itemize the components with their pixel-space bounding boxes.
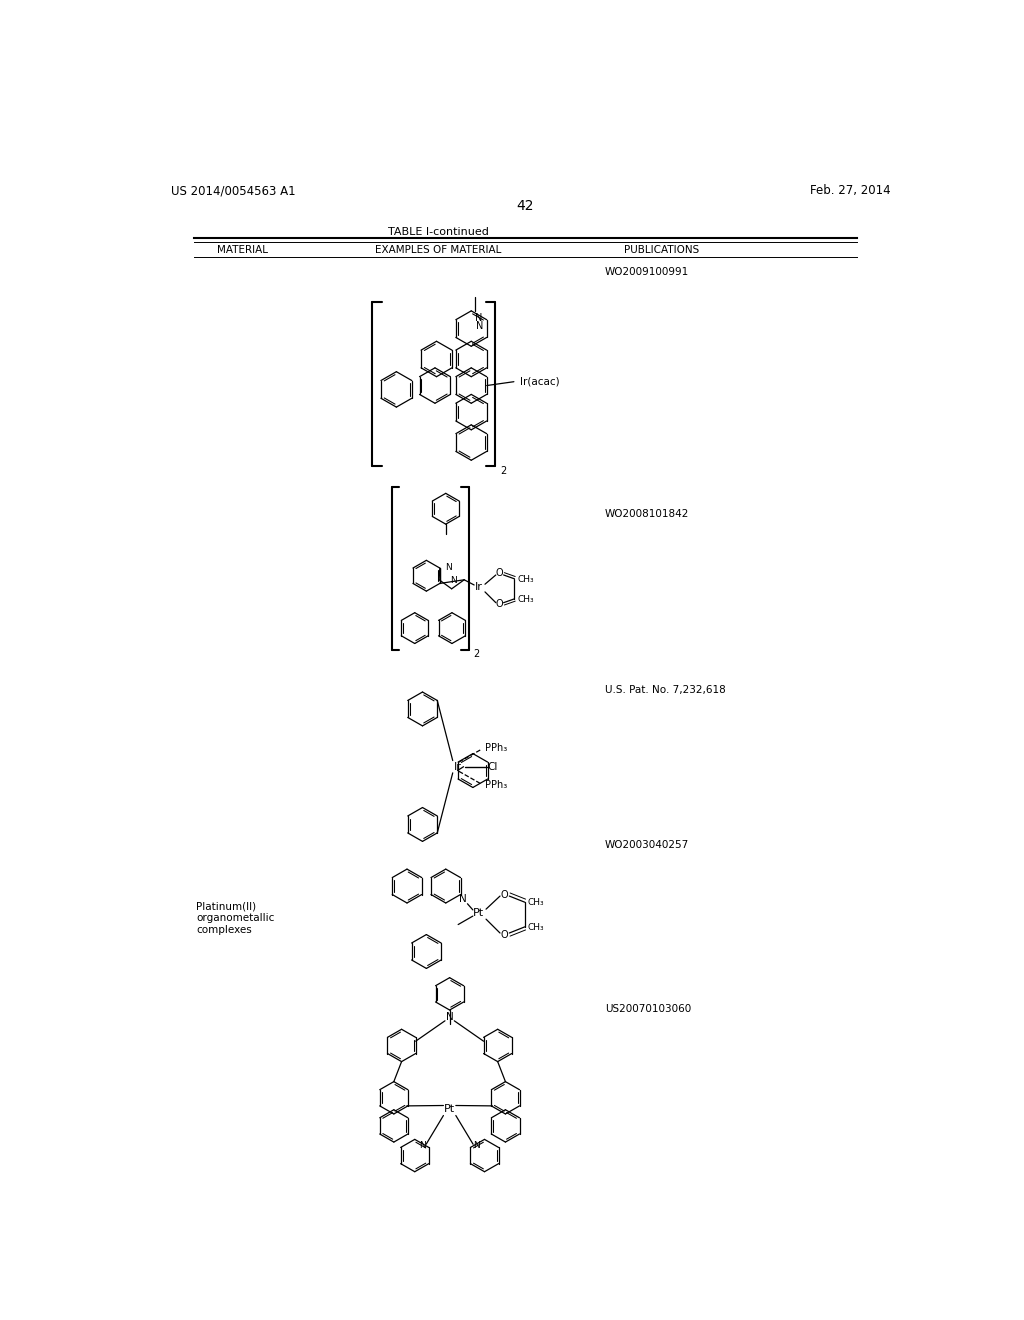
Text: O: O [501,890,509,899]
Text: TABLE I-continued: TABLE I-continued [387,227,488,236]
Text: PPh₃: PPh₃ [485,743,508,754]
Text: US20070103060: US20070103060 [604,1005,691,1014]
Text: Platinum(II)
organometallic
complexes: Platinum(II) organometallic complexes [197,902,274,935]
Text: Ir: Ir [454,762,462,772]
Text: 2: 2 [500,466,506,477]
Text: PUBLICATIONS: PUBLICATIONS [624,246,699,255]
Text: WO2003040257: WO2003040257 [604,841,689,850]
Text: EXAMPLES OF MATERIAL: EXAMPLES OF MATERIAL [375,246,501,255]
Text: MATERIAL: MATERIAL [217,246,268,255]
Text: N: N [445,1012,454,1022]
Text: Cl: Cl [487,762,499,772]
Text: CH₃: CH₃ [528,899,545,907]
Text: 42: 42 [516,199,534,213]
Text: Pt: Pt [444,1105,456,1114]
Text: O: O [496,569,503,578]
Text: US 2014/0054563 A1: US 2014/0054563 A1 [171,185,295,197]
Text: PPh₃: PPh₃ [485,780,508,791]
Text: N: N [445,564,452,572]
Text: O: O [496,599,503,610]
Text: Pt: Pt [473,908,484,917]
Text: Feb. 27, 2014: Feb. 27, 2014 [810,185,891,197]
Text: N: N [476,321,484,331]
Text: N: N [459,894,467,904]
Text: WO2009100991: WO2009100991 [604,268,689,277]
Text: CH₃: CH₃ [517,595,535,605]
Text: Ir(acac): Ir(acac) [520,376,560,387]
Text: Ir: Ir [475,582,482,593]
Text: CH₃: CH₃ [528,923,545,932]
Text: U.S. Pat. No. 7,232,618: U.S. Pat. No. 7,232,618 [604,685,725,694]
Text: 2: 2 [473,649,479,659]
Text: O: O [501,929,509,940]
Text: N: N [475,313,482,323]
Text: CH₃: CH₃ [517,576,535,583]
Text: N: N [419,1142,426,1150]
Text: N: N [450,577,457,586]
Text: N: N [473,1142,480,1150]
Text: WO2008101842: WO2008101842 [604,510,689,519]
